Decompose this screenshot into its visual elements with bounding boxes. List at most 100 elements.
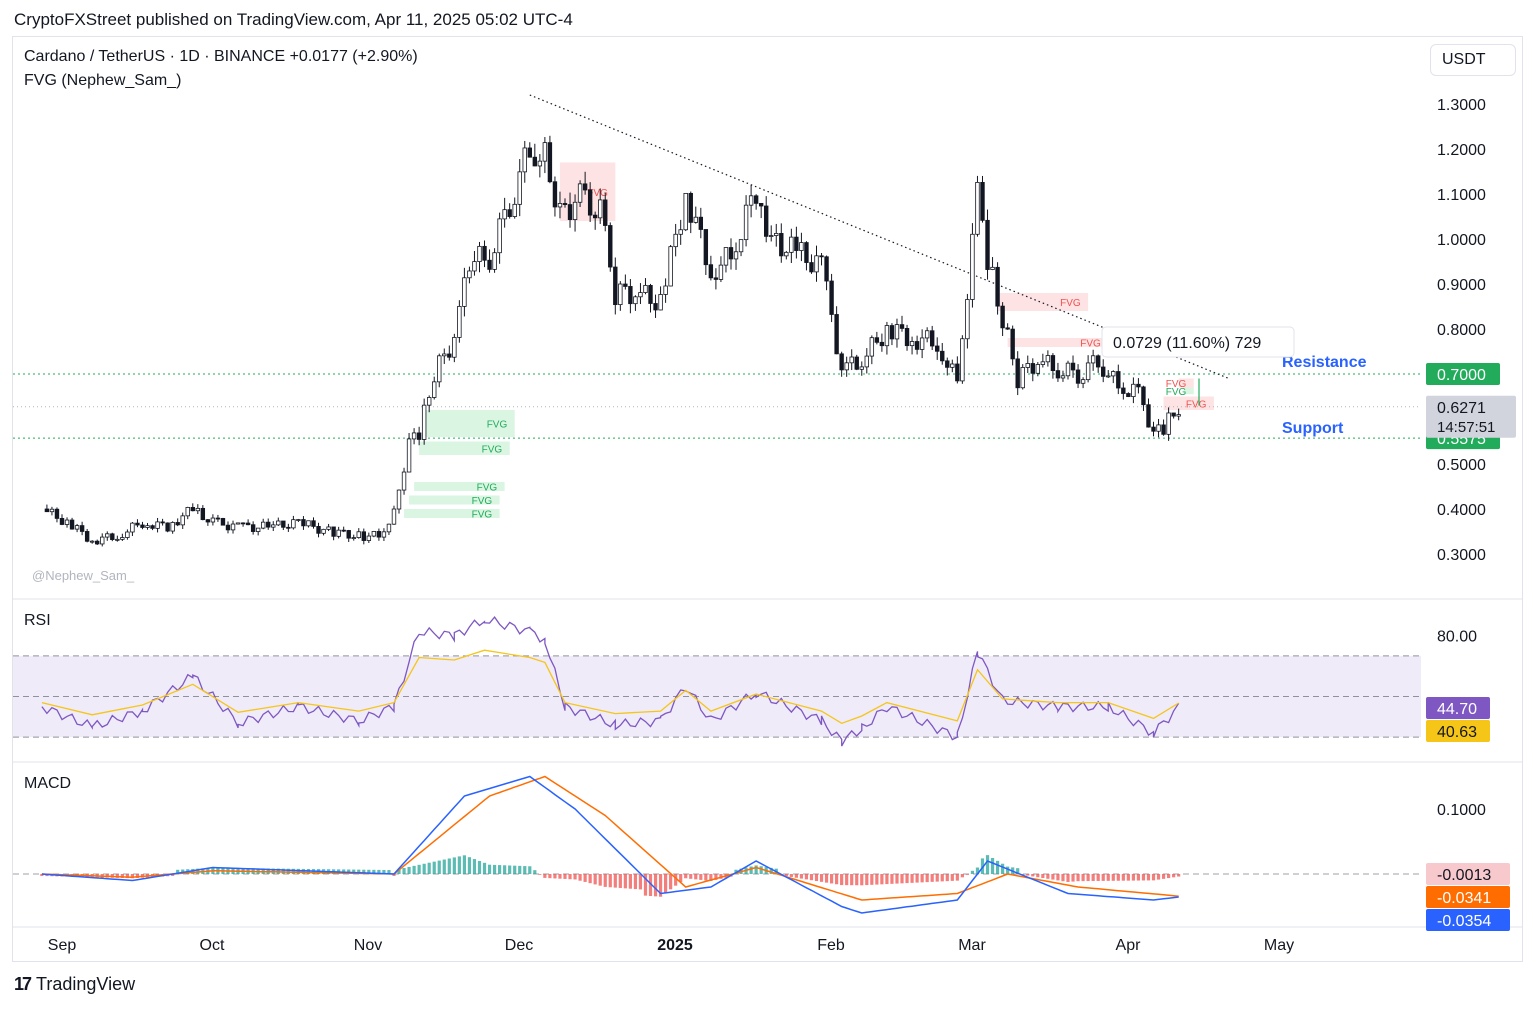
macd-histogram-bar bbox=[382, 869, 386, 874]
fvg-zone bbox=[997, 293, 1089, 311]
candle-body bbox=[1121, 387, 1126, 394]
macd-histogram-bar bbox=[890, 874, 894, 884]
macd-histogram-bar bbox=[643, 874, 648, 896]
time-axis-label: Dec bbox=[505, 937, 533, 954]
macd-histogram-bar bbox=[1126, 874, 1130, 881]
macd-histogram-bar bbox=[1041, 874, 1045, 878]
candle-body bbox=[1106, 375, 1111, 378]
rsi-ma-label: 40.63 bbox=[1437, 724, 1477, 741]
macd-histogram-bar bbox=[829, 874, 834, 884]
candle-body bbox=[120, 537, 125, 540]
symbol-title[interactable]: Cardano / TetherUS · 1D · BINANCE +0.017… bbox=[24, 48, 418, 65]
candle-body bbox=[1131, 383, 1136, 398]
candle-body bbox=[547, 142, 553, 183]
macd-histogram-bar bbox=[860, 874, 864, 886]
candle-body bbox=[929, 330, 935, 347]
candle-body bbox=[849, 356, 854, 364]
candle-body bbox=[175, 522, 180, 526]
candle-body bbox=[401, 471, 407, 491]
macd-histogram-bar bbox=[1111, 874, 1115, 881]
candle-body bbox=[100, 536, 105, 545]
macd-line bbox=[41, 775, 1179, 914]
indicator-label[interactable]: FVG (Nephew_Sam_) bbox=[24, 72, 182, 89]
macd-histogram-bar bbox=[965, 874, 969, 875]
time-axis-label: Sep bbox=[48, 937, 77, 954]
candle-body bbox=[1080, 379, 1086, 384]
candle-body bbox=[396, 489, 402, 510]
macd-histogram-bar bbox=[482, 862, 487, 874]
candle-body bbox=[587, 189, 593, 216]
candle-body bbox=[361, 531, 366, 541]
level-name-label: Support bbox=[1282, 420, 1344, 437]
candle-body bbox=[426, 397, 432, 406]
candle-body bbox=[1020, 367, 1025, 389]
candle-body bbox=[386, 523, 392, 533]
candle-body bbox=[794, 236, 799, 251]
publisher-line: CryptoFXStreet published on TradingView.… bbox=[14, 10, 573, 29]
macd-histogram-bar bbox=[633, 874, 638, 890]
candle-body bbox=[507, 209, 512, 217]
candle-body bbox=[356, 531, 361, 538]
candle-body bbox=[965, 299, 970, 340]
candle-body bbox=[180, 515, 185, 526]
currency-button[interactable]: USDT bbox=[1430, 44, 1516, 76]
macd-histogram-bar bbox=[1172, 874, 1176, 878]
candle-body bbox=[437, 355, 442, 383]
macd-badge bbox=[1426, 863, 1510, 885]
candle-body bbox=[935, 345, 940, 352]
candle-body bbox=[1035, 364, 1041, 374]
fvg-label: FVG bbox=[472, 510, 493, 521]
fvg-zone bbox=[424, 410, 515, 437]
current-price-label: 0.6271 bbox=[1437, 400, 1486, 417]
candle-body bbox=[527, 147, 532, 158]
candle-body bbox=[210, 517, 216, 523]
macd-histogram-bar bbox=[492, 864, 497, 874]
macd-histogram-bar bbox=[462, 855, 466, 874]
candle-body bbox=[421, 404, 427, 440]
macd-histogram-bar bbox=[970, 870, 975, 874]
macd-histogram-bar bbox=[804, 874, 809, 880]
candle-body bbox=[1055, 370, 1061, 379]
candle-body bbox=[698, 216, 704, 230]
candle-body bbox=[140, 524, 145, 528]
macd-histogram-bar bbox=[291, 868, 295, 874]
candle-body bbox=[613, 266, 618, 306]
candle-body bbox=[165, 522, 170, 532]
macd-histogram-bar bbox=[588, 874, 592, 884]
candle-body bbox=[789, 236, 794, 253]
macd-histogram-bar bbox=[995, 860, 1000, 874]
candle-body bbox=[743, 204, 749, 241]
rsi-ma-line bbox=[41, 649, 1180, 725]
macd-histogram-bar bbox=[427, 862, 431, 874]
candle-body bbox=[748, 195, 754, 206]
candle-body bbox=[668, 246, 673, 287]
macd-histogram-bar bbox=[1001, 863, 1005, 874]
candle-body bbox=[975, 182, 980, 235]
macd-pane-label[interactable]: MACD bbox=[24, 775, 72, 792]
macd-histogram-bar bbox=[679, 874, 683, 882]
macd-histogram-bar bbox=[885, 874, 889, 885]
macd-histogram-bar bbox=[759, 866, 763, 874]
macd-histogram-bar bbox=[1156, 874, 1161, 880]
macd-histogram-bar bbox=[1046, 874, 1050, 879]
candle-body bbox=[235, 522, 241, 525]
footer-brand-text: TradingView bbox=[36, 974, 136, 994]
macd-histogram-bar bbox=[402, 867, 406, 874]
macd-signal-line bbox=[41, 775, 1179, 901]
rsi-pane-label[interactable]: RSI bbox=[24, 612, 51, 629]
candle-body bbox=[834, 314, 839, 355]
candle-body bbox=[839, 353, 844, 371]
macd-histogram-bar bbox=[598, 874, 602, 886]
candle-body bbox=[799, 242, 804, 251]
candle-body bbox=[115, 538, 120, 541]
macd-histogram-bar bbox=[950, 874, 954, 881]
candle-body bbox=[371, 531, 377, 537]
macd-histogram-bar bbox=[960, 874, 964, 878]
footer-brand[interactable]: 17 TradingView bbox=[14, 974, 135, 995]
macd-histogram-bar bbox=[1086, 874, 1090, 882]
candle-body bbox=[135, 522, 140, 526]
candle-body bbox=[376, 531, 382, 538]
macd-histogram-bar bbox=[900, 874, 904, 884]
rsi-value-label: 44.70 bbox=[1437, 701, 1477, 718]
